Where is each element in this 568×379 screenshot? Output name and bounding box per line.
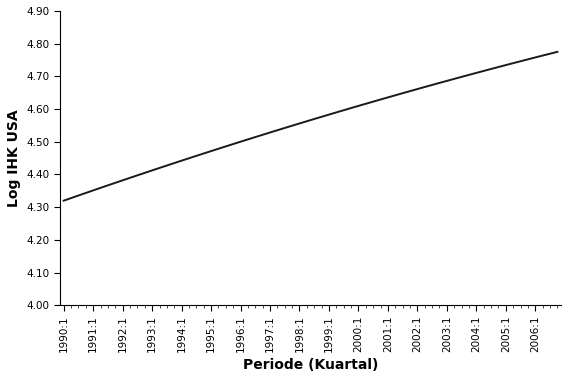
X-axis label: Periode (Kuartal): Periode (Kuartal) [243, 358, 378, 372]
Y-axis label: Log IHK USA: Log IHK USA [7, 109, 21, 207]
